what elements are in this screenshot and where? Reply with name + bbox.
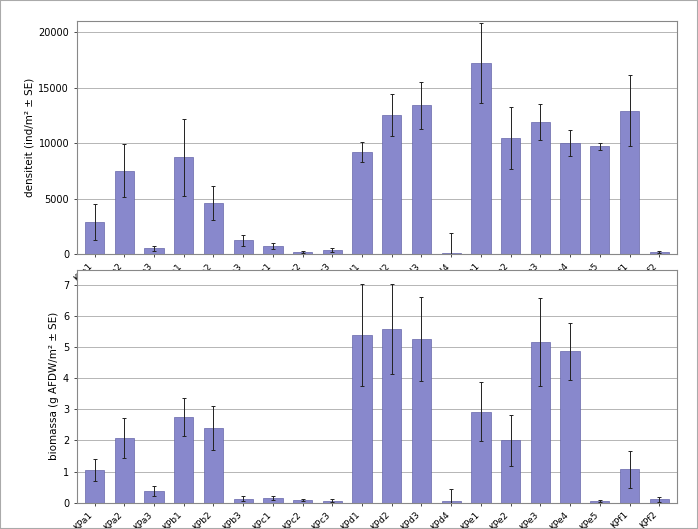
Bar bbox=[530, 342, 550, 503]
Bar bbox=[501, 441, 520, 503]
Bar bbox=[352, 335, 372, 503]
Bar bbox=[442, 253, 461, 254]
Bar bbox=[144, 249, 164, 254]
Bar bbox=[650, 252, 669, 254]
Bar bbox=[174, 417, 193, 503]
Bar bbox=[174, 158, 193, 254]
Bar bbox=[114, 171, 134, 254]
Bar bbox=[263, 246, 283, 254]
Bar bbox=[442, 501, 461, 503]
Bar bbox=[204, 428, 223, 503]
Bar bbox=[382, 329, 401, 503]
Bar bbox=[234, 498, 253, 503]
Bar bbox=[144, 491, 164, 503]
Bar bbox=[382, 115, 401, 254]
Bar bbox=[322, 500, 342, 503]
Bar bbox=[471, 63, 491, 254]
Bar bbox=[114, 439, 134, 503]
Bar bbox=[293, 500, 312, 503]
Bar bbox=[590, 501, 609, 503]
Bar bbox=[263, 498, 283, 503]
Bar bbox=[620, 111, 639, 254]
Bar bbox=[293, 252, 312, 254]
Bar bbox=[85, 222, 104, 254]
Bar bbox=[620, 469, 639, 503]
Y-axis label: biomassa (g AFDW/m² ± SE): biomassa (g AFDW/m² ± SE) bbox=[49, 312, 59, 460]
Y-axis label: densiteit (ind/m² ± SE): densiteit (ind/m² ± SE) bbox=[24, 78, 34, 197]
Bar bbox=[560, 351, 580, 503]
Bar bbox=[471, 412, 491, 503]
Bar bbox=[501, 138, 520, 254]
Bar bbox=[650, 499, 669, 503]
Bar bbox=[352, 152, 372, 254]
Bar bbox=[590, 147, 609, 254]
Bar bbox=[412, 105, 431, 254]
Bar bbox=[85, 470, 104, 503]
Bar bbox=[204, 203, 223, 254]
Bar bbox=[412, 339, 431, 503]
Bar bbox=[560, 143, 580, 254]
Bar bbox=[322, 250, 342, 254]
Bar bbox=[530, 122, 550, 254]
Bar bbox=[234, 240, 253, 254]
